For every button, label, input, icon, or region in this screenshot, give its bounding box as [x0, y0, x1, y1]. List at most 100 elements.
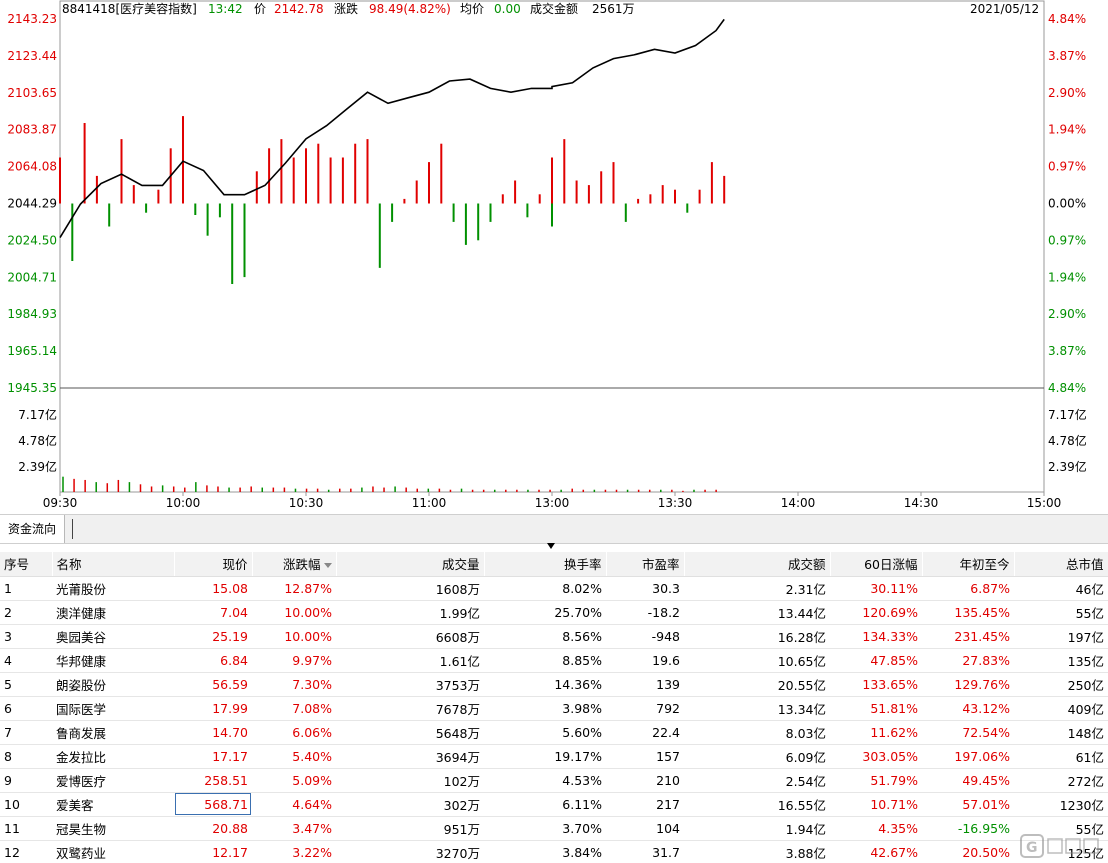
cell-ytd: 72.54% — [922, 720, 1014, 745]
quote-date: 2021/05/12 — [970, 2, 1040, 16]
cell-pct-change: 4.64% — [252, 792, 336, 817]
cell-amount: 2.31亿 — [684, 576, 830, 601]
pct-axis-label: 4.84% — [1048, 12, 1086, 26]
cell-pe: 157 — [606, 744, 684, 769]
table-row[interactable]: 3 奥园美谷 25.19 10.00% 6608万 8.56% -948 16.28亿 134.… — [0, 624, 1108, 649]
table-row[interactable]: 4 华邦健康 6.84 9.97% 1.61亿 8.85% 19.6 10.65亿 47.85%… — [0, 648, 1108, 673]
cell-index: 12 — [0, 840, 52, 863]
time-axis-label: 10:00 — [166, 496, 201, 510]
cell-turnover-rate: 3.84% — [484, 840, 606, 863]
time-axis-label: 10:30 — [289, 496, 324, 510]
volume-axis-label: 4.78亿 — [1048, 433, 1087, 448]
tab-money-flow-label: 资金流向 — [8, 522, 57, 536]
price-axis-label: 2044.29 — [7, 197, 57, 211]
col-header-ytd[interactable]: 年初至今 — [922, 552, 1015, 577]
volume-axis-label: 7.17亿 — [18, 407, 57, 422]
cell-price: 25.19 — [174, 624, 252, 649]
pct-axis-label: 0.97% — [1048, 233, 1086, 247]
col-header-name[interactable]: 名称 — [52, 552, 175, 577]
cell-ytd: 6.87% — [922, 576, 1014, 601]
cell-60d-change: 120.69% — [830, 600, 922, 625]
cell-turnover-rate: 8.02% — [484, 576, 606, 601]
cell-turnover-rate: 8.85% — [484, 648, 606, 673]
cell-market-cap: 409亿 — [1014, 696, 1108, 721]
cell-price: 14.70 — [174, 720, 252, 745]
cell-index: 10 — [0, 792, 52, 817]
table-row[interactable]: 9 爱博医疗 258.51 5.09% 102万 4.53% 210 2.54亿 51.79% 4… — [0, 768, 1108, 793]
time-axis-label: 14:30 — [904, 496, 939, 510]
price-axis-label: 2143.23 — [7, 12, 57, 26]
cell-pct-change: 9.97% — [252, 648, 336, 673]
cell-market-cap: 148亿 — [1014, 720, 1108, 745]
cell-name: 双鹭药业 — [52, 840, 174, 863]
tab-money-flow[interactable]: 资金流向 — [0, 515, 66, 543]
pct-axis-label: 1.94% — [1048, 123, 1086, 137]
cell-name: 爱博医疗 — [52, 768, 174, 793]
cell-pe: 22.4 — [606, 720, 684, 745]
pct-axis-label: 1.94% — [1048, 270, 1086, 284]
cell-volume: 102万 — [336, 768, 484, 793]
cell-price: 20.88 — [174, 816, 252, 841]
price-line — [59, 18, 725, 239]
col-header-price[interactable]: 现价 — [174, 552, 253, 577]
cell-price: 17.17 — [174, 744, 252, 769]
cell-price: 56.59 — [174, 672, 252, 697]
cell-60d-change: 42.67% — [830, 840, 922, 863]
cell-price: 258.51 — [174, 768, 252, 793]
table-row[interactable]: 1 光莆股份 15.08 12.87% 1608万 8.02% 30.3 2.31亿 30.11… — [0, 576, 1108, 601]
time-axis-label: 14:00 — [781, 496, 816, 510]
cell-market-cap: 272亿 — [1014, 768, 1108, 793]
pct-axis-label: 4.84% — [1048, 381, 1086, 395]
table-row[interactable]: 8 金发拉比 17.17 5.40% 3694万 19.17% 157 6.09亿 303.05… — [0, 744, 1108, 769]
time-axis-label: 13:00 — [535, 496, 570, 510]
col-header-pct-change[interactable]: 涨跌幅 — [252, 552, 337, 577]
cell-market-cap: 46亿 — [1014, 576, 1108, 601]
table-row[interactable]: 2 澳洋健康 7.04 10.00% 1.99亿 25.70% -18.2 13.44亿 120… — [0, 600, 1108, 625]
cell-ytd: 129.76% — [922, 672, 1014, 697]
cell-turnover-rate: 25.70% — [484, 600, 606, 625]
col-header-market-cap[interactable]: 总市值 — [1014, 552, 1108, 577]
col-header-amount[interactable]: 成交额 — [684, 552, 831, 577]
table-row[interactable]: 6 国际医学 17.99 7.08% 7678万 3.98% 792 13.34亿 51.81%… — [0, 696, 1108, 721]
collapse-arrow-icon[interactable] — [547, 543, 555, 549]
time-axis-label: 15:00 — [1027, 496, 1062, 510]
cell-pe: 210 — [606, 768, 684, 793]
cell-pe: 792 — [606, 696, 684, 721]
cell-name: 华邦健康 — [52, 648, 174, 673]
avg-value: 0.00 — [494, 2, 521, 16]
col-header-turnover-rate[interactable]: 换手率 — [484, 552, 607, 577]
cell-volume: 5648万 — [336, 720, 484, 745]
col-header-pe[interactable]: 市盈率 — [606, 552, 685, 577]
table-row[interactable]: 7 鲁商发展 14.70 6.06% 5648万 5.60% 22.4 8.03亿 11.62%… — [0, 720, 1108, 745]
col-header-index[interactable]: 序号 — [0, 552, 53, 577]
table-row[interactable]: 5 朗姿股份 56.59 7.30% 3753万 14.36% 139 20.55亿 133.6… — [0, 672, 1108, 697]
table-row[interactable]: 12 双鹭药业 12.17 3.22% 3270万 3.84% 31.7 3.88亿 42.67… — [0, 840, 1108, 863]
cell-name: 澳洋健康 — [52, 600, 174, 625]
cell-volume: 1.61亿 — [336, 648, 484, 673]
price-axis-label: 2103.65 — [7, 86, 57, 100]
cell-pct-change: 7.08% — [252, 696, 336, 721]
table-row[interactable]: 10 爱美客 568.71 4.64% 302万 6.11% 217 16.55亿 10.71%… — [0, 792, 1108, 817]
cell-volume: 302万 — [336, 792, 484, 817]
price-label: 价 — [254, 2, 267, 16]
volume-axis-label: 4.78亿 — [18, 433, 57, 448]
cell-pct-change: 6.06% — [252, 720, 336, 745]
cell-price: 17.99 — [174, 696, 252, 721]
table-row[interactable]: 11 冠昊生物 20.88 3.47% 951万 3.70% 104 1.94亿 4.35% -1… — [0, 816, 1108, 841]
change-value: 98.49(4.82%) — [369, 2, 451, 16]
col-header-60d-change[interactable]: 60日涨幅 — [830, 552, 923, 577]
cell-pct-change: 10.00% — [252, 600, 336, 625]
cell-index: 4 — [0, 648, 52, 673]
cell-turnover-rate: 6.11% — [484, 792, 606, 817]
cell-turnover-rate: 4.53% — [484, 768, 606, 793]
cell-60d-change: 303.05% — [830, 744, 922, 769]
cell-60d-change: 134.33% — [830, 624, 922, 649]
cell-name: 奥园美谷 — [52, 624, 174, 649]
cell-pct-change: 7.30% — [252, 672, 336, 697]
col-header-volume[interactable]: 成交量 — [336, 552, 485, 577]
turnover-label: 成交金额 — [530, 2, 579, 16]
intraday-chart[interactable]: 2143.23 2123.44 2103.65 2083.87 2064.08 2044.… — [0, 0, 1108, 514]
cell-pe: 217 — [606, 792, 684, 817]
cell-index: 7 — [0, 720, 52, 745]
volume-axis-label: 2.39亿 — [18, 459, 57, 474]
